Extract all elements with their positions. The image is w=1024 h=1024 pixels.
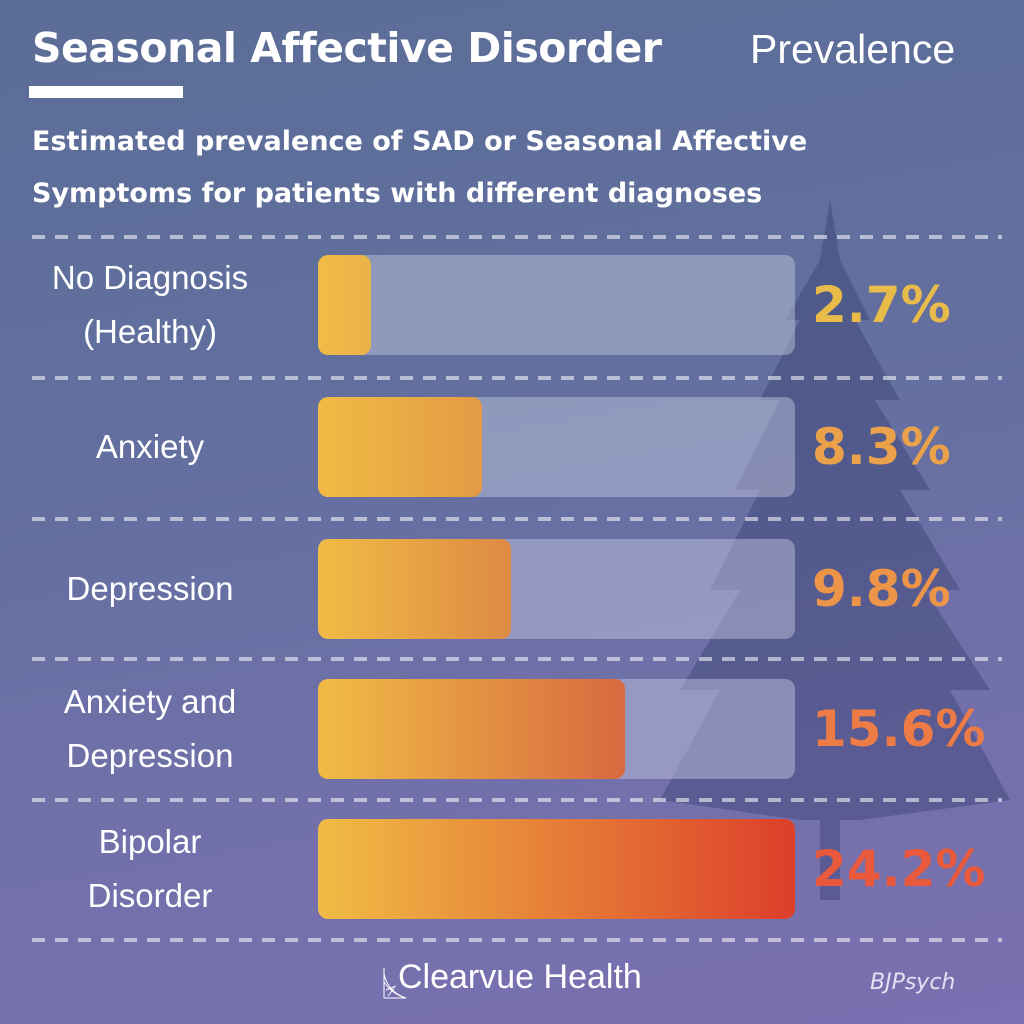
row-divider bbox=[32, 938, 1002, 942]
pine-tree-background bbox=[660, 200, 1010, 900]
brand-name: Clearvue Health bbox=[398, 958, 642, 996]
value-label: 9.8% bbox=[812, 560, 951, 618]
bar-track bbox=[318, 679, 795, 779]
bar-track bbox=[318, 539, 795, 639]
title-underline bbox=[29, 86, 183, 98]
bar-track bbox=[318, 255, 795, 355]
category-label-line: Depression bbox=[66, 737, 234, 774]
bar-track bbox=[318, 819, 795, 919]
row-divider bbox=[32, 798, 1002, 802]
chart-subtitle: Estimated prevalence of SAD or Seasonal … bbox=[32, 126, 808, 209]
value-label: 8.3% bbox=[812, 418, 951, 476]
bar bbox=[318, 397, 482, 497]
bar-track bbox=[318, 397, 795, 497]
category-label-line: No Diagnosis bbox=[51, 259, 249, 296]
category-label-line: Anxiety bbox=[95, 428, 205, 465]
value-label: 2.7% bbox=[812, 276, 951, 334]
category-label-line: Disorder bbox=[87, 877, 213, 914]
page-title-right: Prevalence bbox=[750, 26, 956, 72]
value-label: 15.6% bbox=[812, 700, 986, 758]
bar bbox=[318, 679, 626, 779]
category-label: Anxiety bbox=[20, 420, 280, 474]
value-label: 24.2% bbox=[812, 840, 986, 898]
bar bbox=[318, 255, 372, 355]
category-label-line: Anxiety and bbox=[63, 683, 237, 720]
clearvue-logo-icon bbox=[382, 966, 407, 1004]
category-label-line: Bipolar bbox=[98, 823, 202, 860]
row-divider bbox=[32, 517, 1002, 521]
category-label-line: Depression bbox=[66, 570, 234, 607]
category-label: Bipolar Disorder bbox=[20, 815, 280, 923]
category-label-line: (Healthy) bbox=[83, 313, 217, 350]
page-title: Seasonal Affective Disorder bbox=[32, 24, 662, 72]
category-label: Depression bbox=[20, 562, 280, 616]
row-divider bbox=[32, 657, 1002, 661]
source-label: BJPsych bbox=[870, 970, 956, 995]
row-divider bbox=[32, 376, 1002, 380]
row-divider bbox=[32, 235, 1002, 239]
bar bbox=[318, 819, 795, 919]
category-label: No Diagnosis (Healthy) bbox=[20, 251, 280, 359]
category-label: Anxiety and Depression bbox=[20, 675, 280, 783]
bar bbox=[318, 539, 512, 639]
